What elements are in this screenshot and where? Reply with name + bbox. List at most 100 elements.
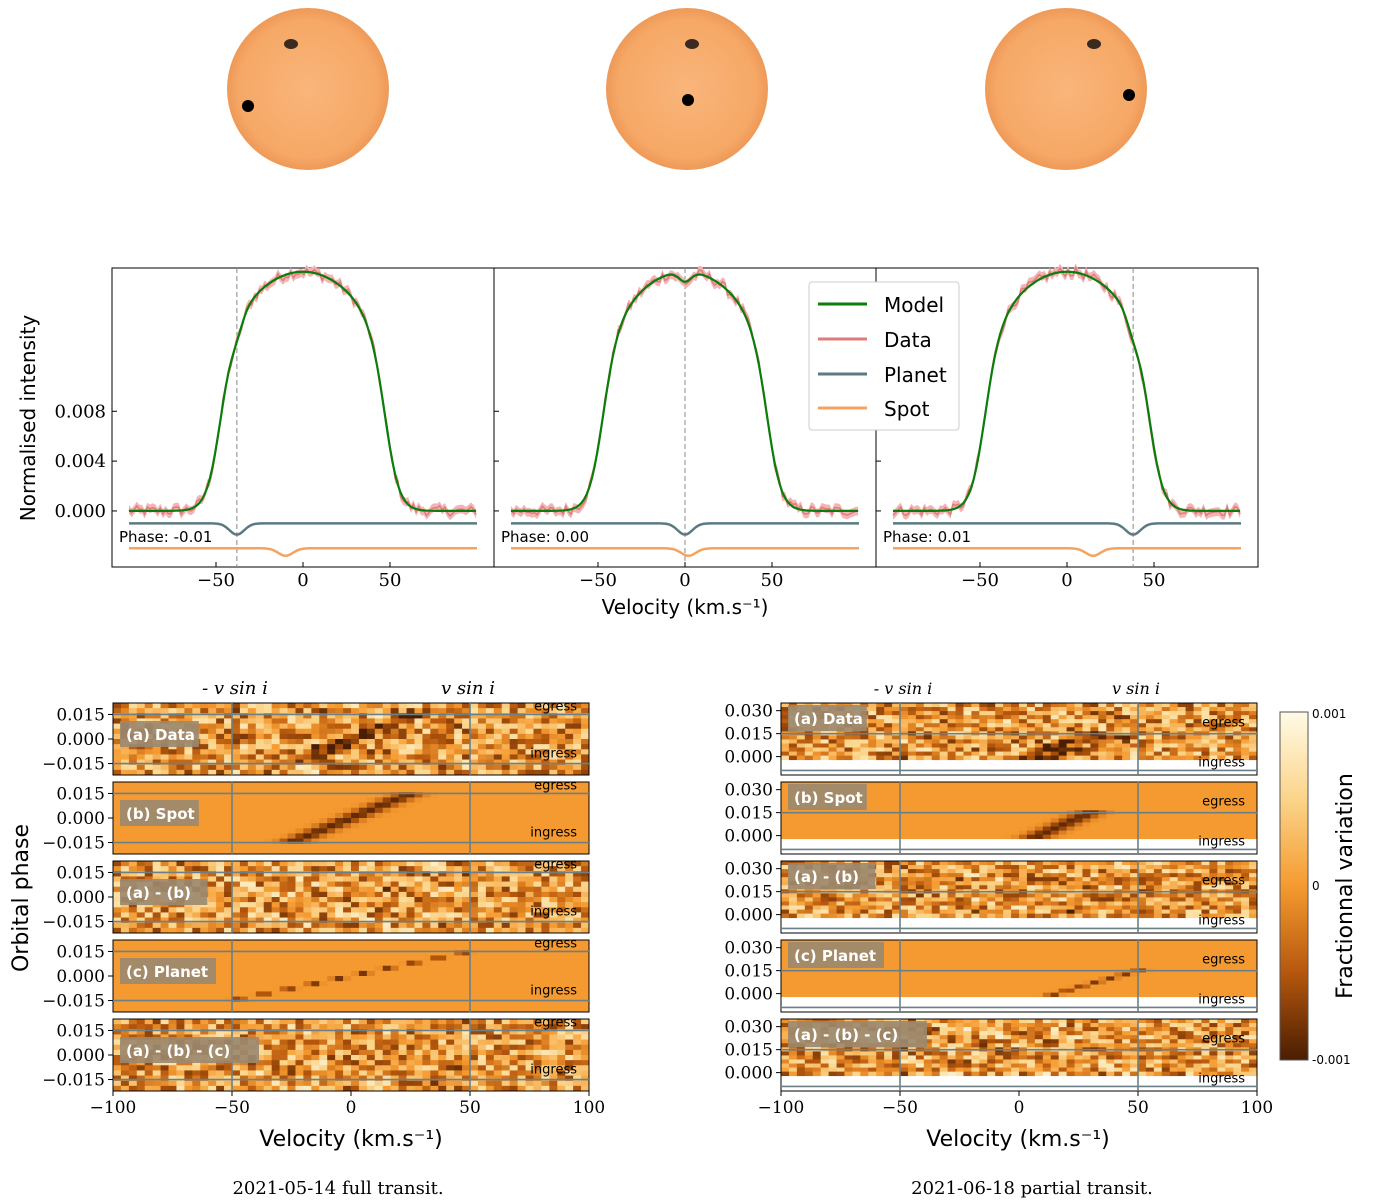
- heatmap-cell: [549, 1055, 558, 1061]
- heatmap-cell: [541, 991, 550, 997]
- heatmap-cell: [533, 749, 542, 755]
- heatmap-cell: [398, 1029, 407, 1035]
- heatmap-cell: [454, 782, 463, 788]
- heatmap-cell: [963, 723, 972, 728]
- heatmap-cell: [876, 743, 885, 748]
- heatmap-cell: [485, 1006, 495, 1013]
- heatmap-cell: [247, 792, 257, 798]
- heatmap-cell: [565, 955, 574, 961]
- heatmap-cell: [295, 970, 304, 977]
- heatmap-cell: [113, 739, 122, 745]
- heatmap-cell: [128, 828, 138, 834]
- heatmap-cell: [263, 866, 273, 872]
- heatmap-cell: [327, 812, 336, 819]
- heatmap-cell: [565, 912, 574, 918]
- heatmap-cell: [136, 792, 146, 798]
- heatmap-cell: [366, 703, 376, 709]
- heatmap-cell: [477, 970, 487, 977]
- heatmap-cell: [382, 1006, 392, 1013]
- heatmap-cell: [239, 940, 249, 946]
- heatmap-cell: [351, 1060, 360, 1066]
- heatmap-cell: [477, 927, 487, 934]
- heatmap-cell: [303, 871, 312, 877]
- heatmap-cell: [1082, 703, 1091, 708]
- heatmap-cell: [351, 718, 360, 724]
- heatmap-cell: [955, 735, 964, 740]
- heatmap-cell: [327, 876, 336, 882]
- heatmap-cell: [327, 1024, 336, 1030]
- heatmap-cell: [446, 769, 455, 776]
- y-tick-label: 0.015: [56, 863, 105, 883]
- heatmap-cell: [446, 861, 455, 867]
- heatmap-cell: [963, 727, 972, 732]
- heatmap-cell: [517, 807, 526, 814]
- heatmap-cell: [382, 833, 392, 839]
- heatmap-cell: [279, 754, 288, 760]
- heatmap-cell: [1003, 715, 1012, 720]
- heatmap-cell: [1249, 711, 1258, 716]
- heatmap-cell: [1145, 735, 1155, 740]
- heatmap-cell: [128, 838, 138, 845]
- heatmap-cell: [311, 764, 320, 771]
- heatmap-cell: [1138, 739, 1147, 744]
- heatmap-cell: [200, 807, 209, 814]
- heatmap-cell: [232, 1085, 241, 1092]
- heatmap-cell: [533, 759, 542, 766]
- heatmap-cell: [382, 871, 392, 877]
- heatmap-cell: [414, 1070, 423, 1076]
- heatmap-cell: [327, 823, 336, 829]
- heatmap-cell: [176, 848, 185, 855]
- heatmap-cell: [438, 733, 447, 740]
- heatmap-cell: [438, 812, 447, 819]
- heatmap-cell: [216, 912, 225, 918]
- heatmap-cell: [931, 723, 941, 728]
- heatmap-cell: [565, 1060, 574, 1066]
- heatmap-cell: [509, 927, 518, 934]
- heatmap-cell: [239, 917, 249, 924]
- heatmap-cell: [470, 1049, 479, 1056]
- heatmap-cell: [287, 927, 296, 934]
- heatmap-cell: [374, 902, 384, 908]
- heatmap-cell: [462, 945, 471, 951]
- heatmap-cell: [493, 802, 503, 809]
- heatmap-cell: [414, 891, 423, 898]
- heatmap-cell: [525, 782, 534, 788]
- heatmap-cell: [509, 823, 518, 829]
- heatmap-cell: [1058, 735, 1067, 740]
- heatmap-cell: [247, 744, 257, 750]
- heatmap-cell: [311, 991, 320, 997]
- heatmap-cell: [1122, 719, 1131, 724]
- heatmap-cell: [200, 728, 209, 735]
- heatmap-cell: [485, 907, 495, 913]
- heatmap-cell: [573, 713, 582, 719]
- heatmap-cell: [414, 823, 423, 829]
- heatmap-cell: [295, 818, 304, 824]
- heatmap-cell: [366, 986, 376, 992]
- heatmap-cell: [255, 718, 265, 724]
- heatmap-cell: [557, 818, 566, 824]
- heatmap-cell: [1074, 723, 1083, 728]
- heatmap-cell: [247, 769, 257, 776]
- heatmap-cell: [493, 838, 503, 845]
- heatmap-cell: [1106, 735, 1115, 740]
- heatmap-cell: [422, 1034, 431, 1040]
- heatmap-cell: [573, 907, 582, 913]
- heatmap-cell: [366, 1060, 376, 1066]
- heatmap-cell: [541, 802, 550, 809]
- heatmap-cell: [160, 764, 169, 771]
- heatmap-cell: [557, 754, 566, 760]
- heatmap-cell: [541, 1029, 550, 1035]
- heatmap-cell: [192, 787, 201, 793]
- heatmap-cell: [485, 713, 495, 719]
- heatmap-cell: [557, 1019, 566, 1025]
- heatmap-cell: [517, 1039, 526, 1046]
- x-tick-label: −50: [961, 570, 999, 591]
- heatmap-cell: [525, 797, 534, 803]
- heatmap-cell: [335, 1060, 344, 1066]
- heatmap-cell: [239, 812, 249, 819]
- heatmap-cell: [406, 1080, 415, 1087]
- heatmap-cell: [398, 1001, 407, 1008]
- heatmap-cell: [390, 749, 399, 755]
- heatmap-cell: [541, 897, 550, 903]
- heatmap-cell: [255, 812, 265, 819]
